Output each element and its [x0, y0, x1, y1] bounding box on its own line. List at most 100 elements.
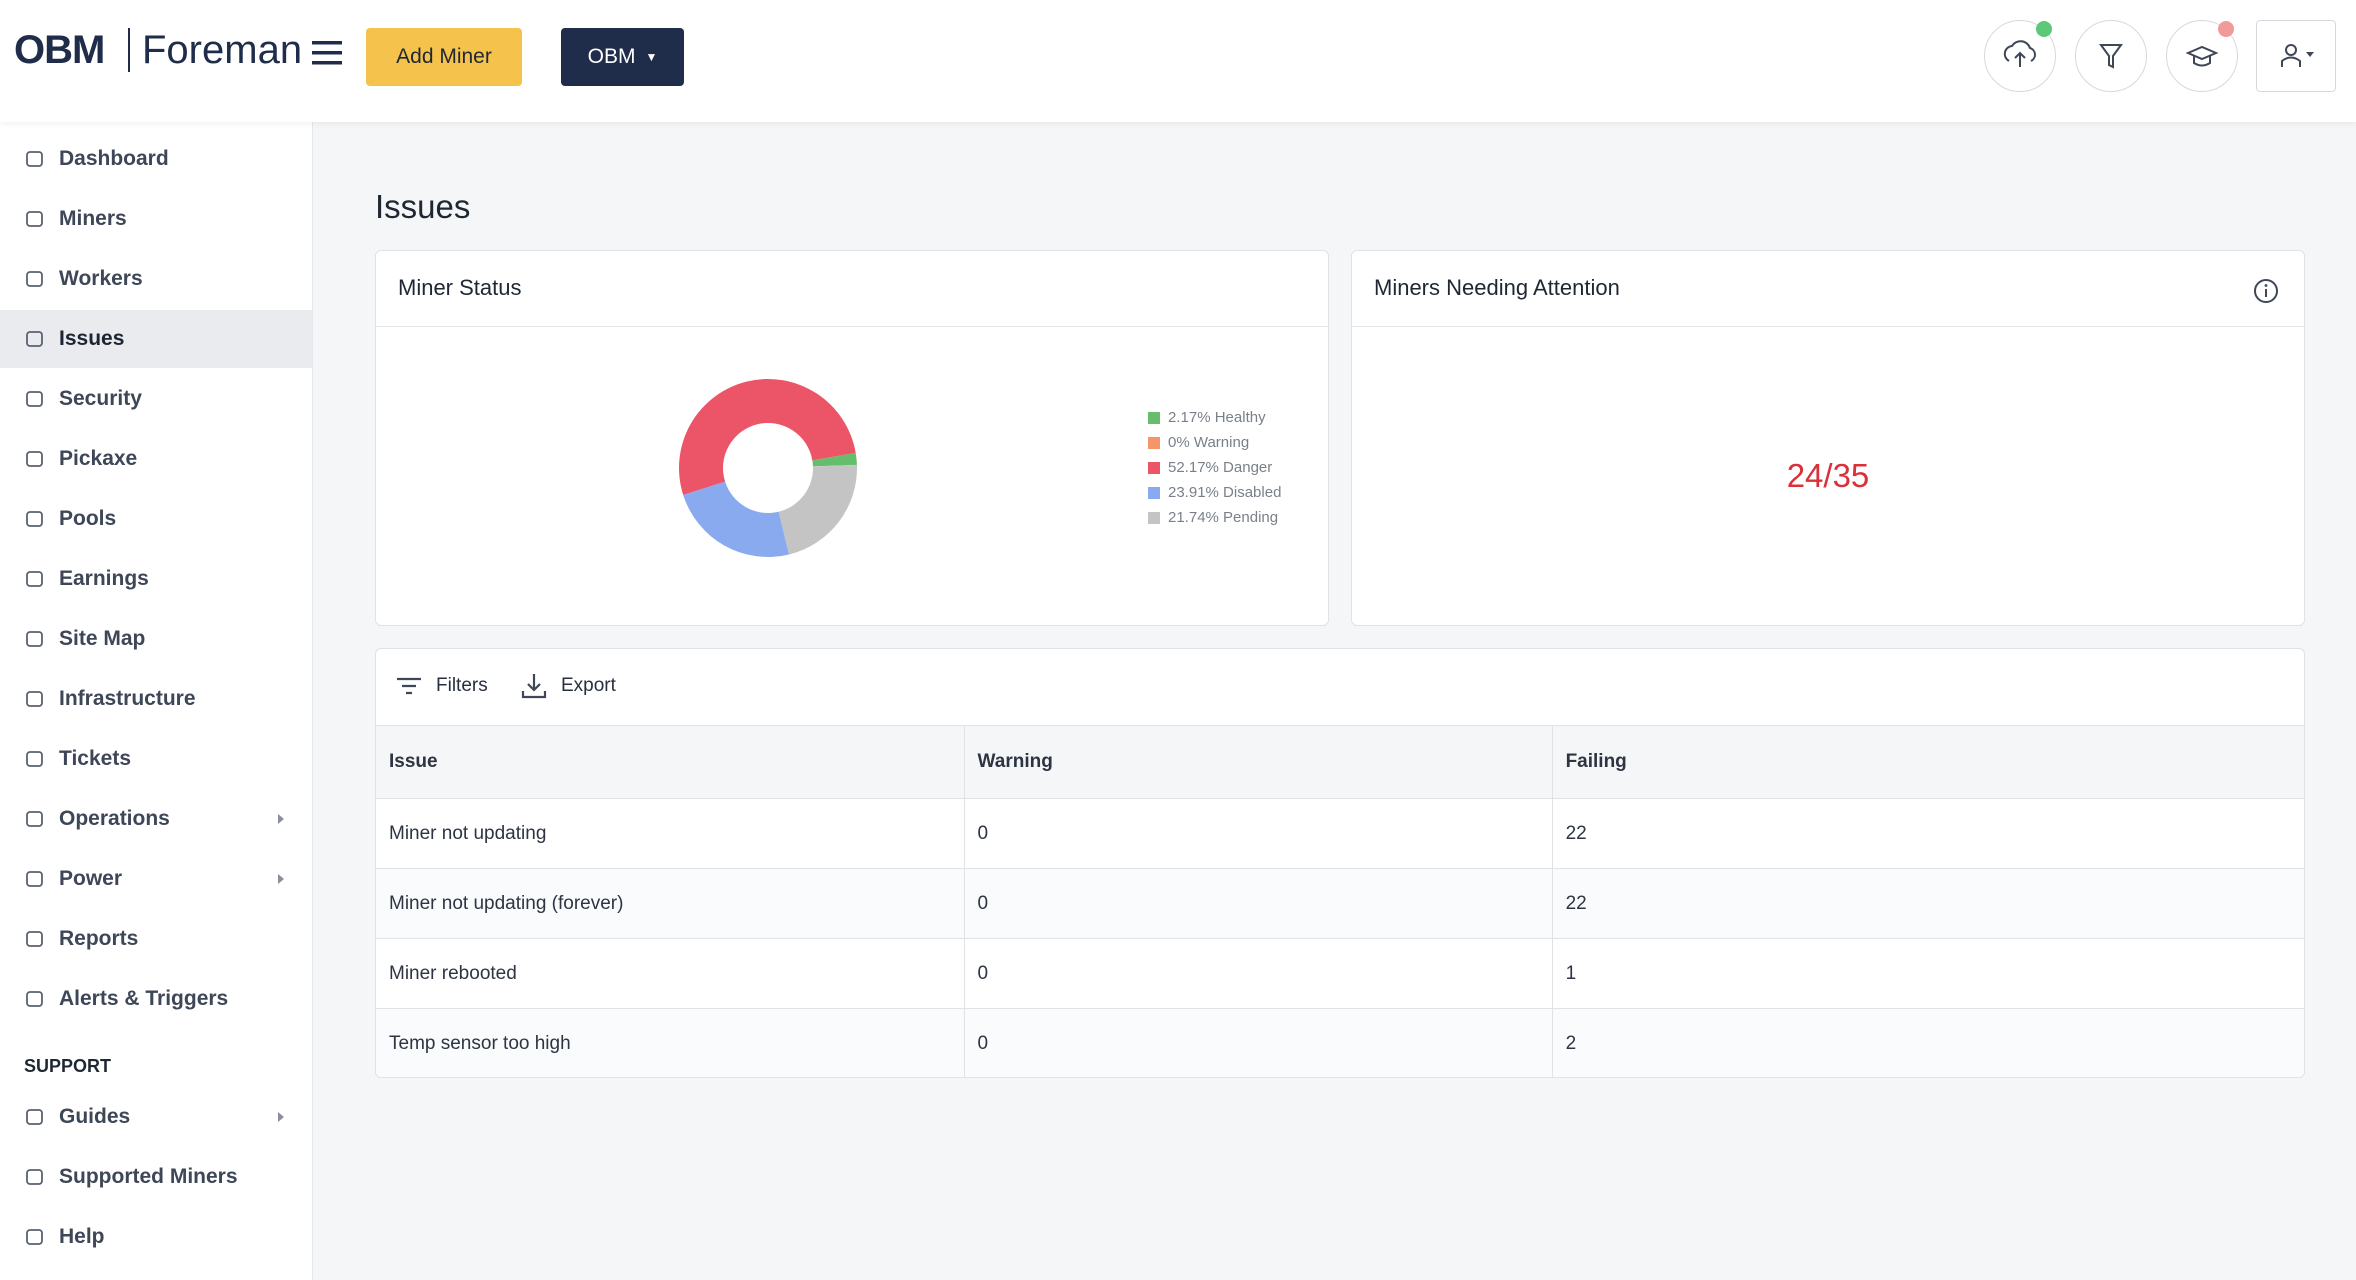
section-label: SUPPORT: [24, 1056, 112, 1076]
icon-shape: [26, 1109, 43, 1125]
nav-item[interactable]: Pools: [0, 490, 312, 548]
nav-item[interactable]: Reports: [0, 910, 312, 968]
nav-icon: [26, 451, 43, 467]
table-cell: 22: [1551, 868, 2304, 939]
info-icon[interactable]: [2252, 277, 2280, 305]
org-button[interactable]: OBM ▼: [561, 28, 684, 86]
nav-label: Earnings: [59, 567, 149, 590]
sidebar: Dashboard Miners Workers Issues Security Pick…: [0, 122, 313, 1280]
table-row: Temp sensor too high 0 2: [376, 1008, 2304, 1077]
filter-icon: [2099, 44, 2123, 69]
legend-swatch: [1148, 437, 1160, 449]
legend-label: 0% Warning: [1168, 434, 1249, 451]
nav-icon: [26, 991, 43, 1007]
nav-label: Guides: [59, 1105, 131, 1128]
nav-item[interactable]: Supported Miners: [0, 1148, 312, 1206]
nav-item[interactable]: Tickets: [0, 730, 312, 788]
legend-label: 2.17% Healthy: [1168, 409, 1266, 426]
nav-item[interactable]: Guides: [0, 1088, 312, 1146]
donut-slice: [812, 452, 857, 467]
legend-label: 21.74% Pending: [1168, 509, 1278, 526]
nav-item[interactable]: Help: [0, 1208, 312, 1266]
nav-item[interactable]: Issues: [0, 310, 312, 368]
menu-icon[interactable]: [312, 40, 344, 66]
legend-value: 0%: [1168, 434, 1190, 451]
card-title: Miners Needing Attention: [1374, 275, 1620, 300]
donut-slice: [778, 464, 857, 555]
table-cell: 0: [963, 868, 1553, 939]
user-button[interactable]: [2256, 20, 2336, 92]
filters-button[interactable]: Filters: [394, 673, 488, 699]
legend-value: 2.17%: [1168, 409, 1211, 426]
nav-icon: [26, 1229, 43, 1245]
nav-item[interactable]: Power: [0, 850, 312, 908]
nav-label: Pickaxe: [59, 447, 138, 470]
logo-product: Foreman: [142, 28, 303, 72]
icon-shape: [26, 151, 43, 167]
top-bar: OBM Foreman Add Miner OBM ▼: [0, 0, 2356, 122]
submenu-caret: [278, 1112, 284, 1122]
nav-item[interactable]: Infrastructure: [0, 670, 312, 728]
issues-table: Issue Warning Failing Miner not updating 0 22…: [376, 725, 2304, 1077]
nav-label: Help: [59, 1225, 105, 1248]
icon-shape: [26, 511, 43, 527]
nav-label: Pools: [59, 507, 117, 530]
nav-item[interactable]: Dashboard: [0, 130, 312, 188]
filter-button[interactable]: [2075, 20, 2147, 92]
table-cell: 0: [963, 938, 1553, 1009]
nav-item[interactable]: Security: [0, 370, 312, 428]
cap-icon: [2185, 45, 2219, 67]
icon-shape: [26, 751, 43, 767]
nav-icon: [26, 751, 43, 767]
icon-shape: [26, 871, 43, 887]
icon-shape: [26, 991, 43, 1007]
nav-icon: [26, 931, 43, 947]
legend-name: Disabled: [1223, 484, 1281, 501]
user-icon: [2281, 44, 2314, 67]
submenu-caret: [278, 814, 284, 824]
legend-value: 23.91%: [1168, 484, 1219, 501]
table-cell: 2: [1551, 1008, 2304, 1077]
org-label: OBM: [587, 45, 636, 68]
nav-item[interactable]: Alerts & Triggers: [0, 970, 312, 1028]
donut-chart: 2.17% Healthy 0% Warning 52.17% Danger 23.9…: [678, 378, 1281, 557]
upload-icon: [2003, 40, 2036, 67]
nav-item[interactable]: Operations: [0, 790, 312, 848]
icon-shape: [26, 631, 43, 647]
issues-table-card: Filters Export Issue Warning Failing Miner …: [375, 648, 2305, 1078]
nav-label: Operations: [59, 807, 170, 830]
nav-label: Miners: [59, 207, 127, 230]
export-button[interactable]: Export: [519, 671, 616, 701]
table-row: Miner not updating 0 22: [376, 798, 2304, 869]
divider: [1352, 326, 2304, 327]
table-cell: Miner not updating: [376, 798, 965, 869]
legend-value: 52.17%: [1168, 459, 1219, 476]
nav-icon: [26, 571, 43, 587]
table-row: Miner rebooted 0 1: [376, 938, 2304, 1009]
nav-item[interactable]: Pickaxe: [0, 430, 312, 488]
legend-label: 52.17% Danger: [1168, 459, 1272, 476]
add-miner-button[interactable]: Add Miner: [366, 28, 522, 86]
nav-item[interactable]: Miners: [0, 190, 312, 248]
submenu-caret: [278, 874, 284, 884]
nav-label: Tickets: [59, 747, 131, 770]
logo-brand: OBM: [14, 28, 105, 72]
icon-shape: [26, 811, 43, 827]
nav-label: Alerts & Triggers: [59, 987, 229, 1010]
icon-shape: [26, 391, 43, 407]
filters-icon: [397, 677, 421, 695]
nav-label: Site Map: [59, 627, 146, 650]
nav-label: Security: [59, 387, 142, 410]
logo-divider: [128, 28, 130, 72]
nav-icon: [26, 391, 43, 407]
nav-item[interactable]: Workers: [0, 250, 312, 308]
nav-item[interactable]: Site Map: [0, 610, 312, 668]
nav-item[interactable]: Earnings: [0, 550, 312, 608]
legend-value: 21.74%: [1168, 509, 1219, 526]
nav-icon: [26, 271, 43, 287]
table-row: Miner not updating (forever) 0 22: [376, 868, 2304, 939]
donut-slice: [683, 481, 790, 557]
nav-label: Dashboard: [59, 147, 169, 170]
table-cell: 1: [1551, 938, 2304, 1009]
nav-icon: [26, 211, 43, 227]
